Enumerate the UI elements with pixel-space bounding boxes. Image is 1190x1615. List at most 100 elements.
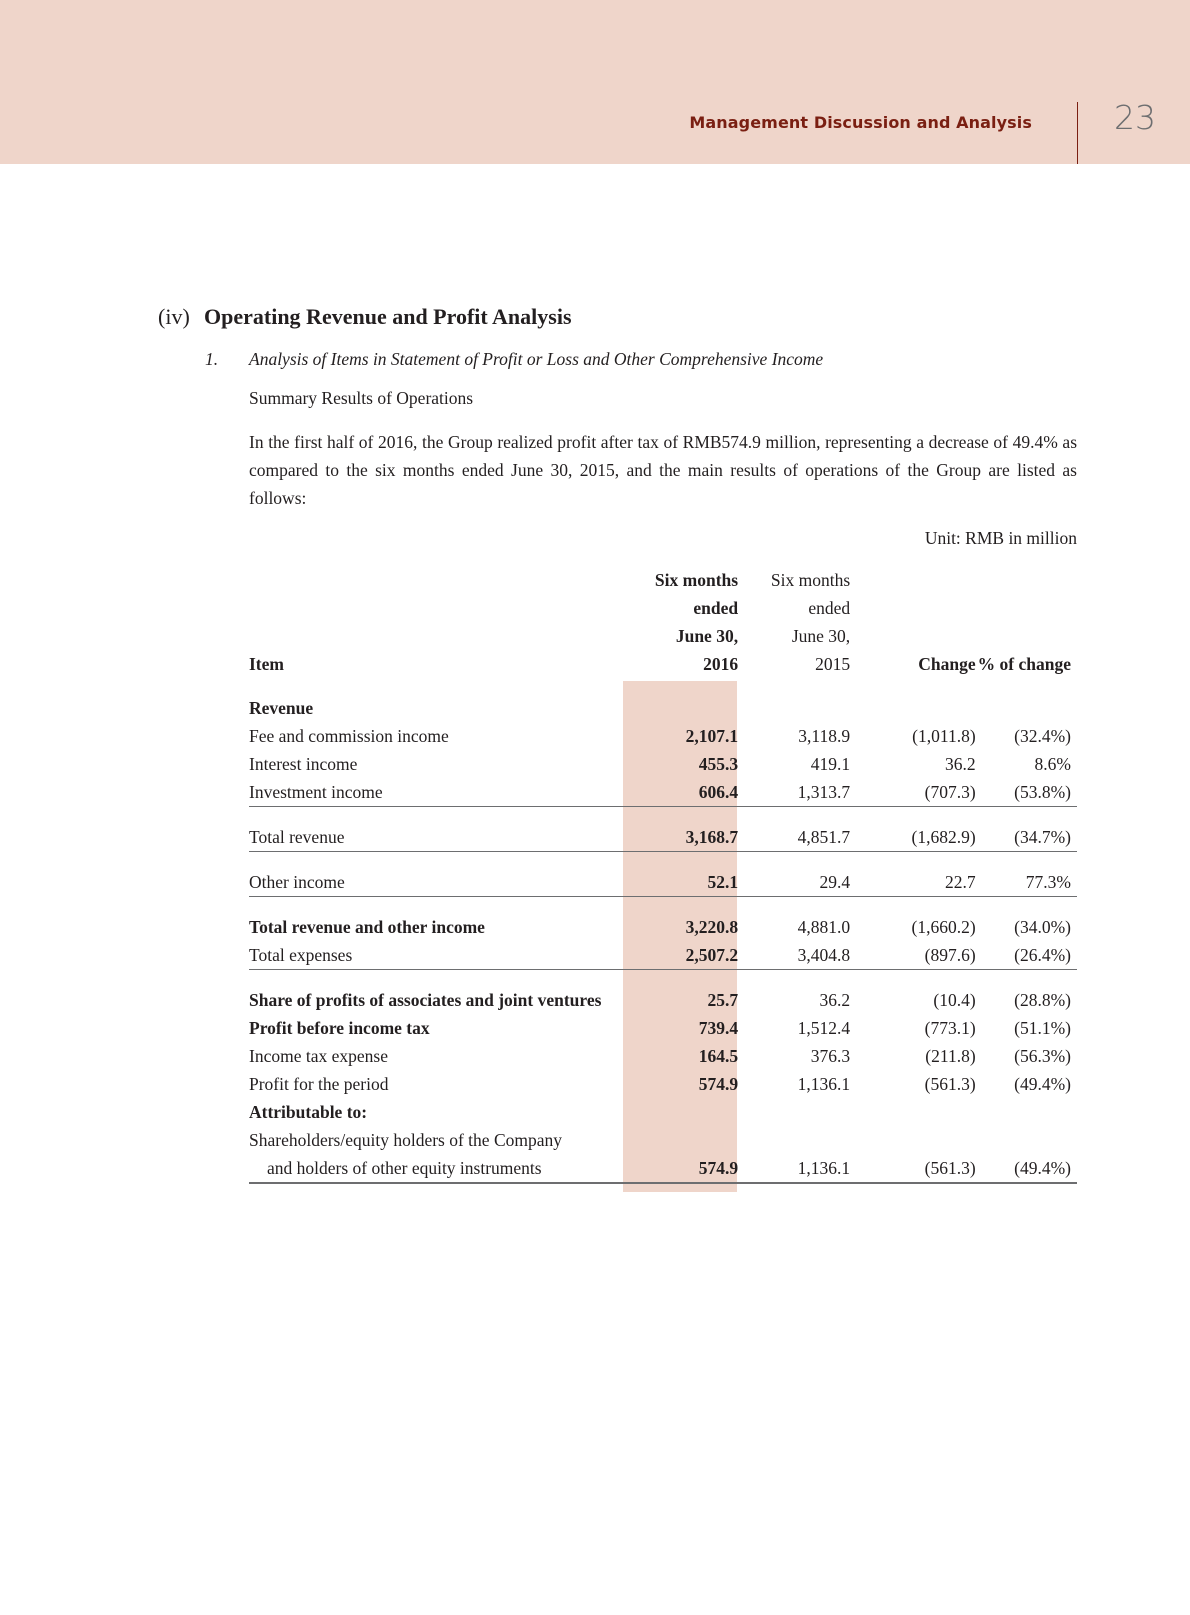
value-pct-change: (26.4%): [977, 941, 1077, 970]
value-change: [862, 1098, 978, 1126]
row-label: Income tax expense: [249, 1046, 388, 1066]
table-row: Income tax expense 164.5 376.3 (211.8) (56.3…: [249, 1042, 1077, 1070]
results-table: Six months Six months ended ended June 30,…: [249, 566, 1077, 1184]
value-pct-change: (51.1%): [1014, 1018, 1071, 1038]
row-label: and holders of other equity instruments: [249, 1154, 638, 1184]
table-row: and holders of other equity instruments 5…: [249, 1154, 1077, 1184]
header-item: Item: [249, 654, 284, 674]
section-heading: (iv) Operating Revenue and Profit Analysi…: [158, 304, 572, 330]
row-label: Investment income: [249, 778, 638, 807]
value-2015: 1,136.1: [750, 1154, 863, 1184]
value-change: (1,660.2): [911, 917, 976, 937]
value-2016: 574.9: [698, 1074, 739, 1094]
value-2015: 419.1: [810, 754, 851, 774]
value-pct-change: (32.4%): [1014, 726, 1071, 746]
value-2016: 455.3: [698, 754, 739, 774]
value-2015: 1,512.4: [797, 1018, 851, 1038]
table-row: Share of profits of associates and joint…: [249, 986, 1077, 1014]
value-2015: [750, 1126, 862, 1154]
value-pct-change: (49.4%): [1014, 1074, 1071, 1094]
value-2015: 3,404.8: [750, 941, 863, 970]
header-pct-change: % of change: [977, 654, 1071, 674]
page-number: 23: [1114, 98, 1156, 137]
value-2015: 3,118.9: [798, 726, 851, 746]
table-row: Revenue: [249, 694, 1077, 722]
value-pct-change: [978, 1098, 1077, 1126]
value-2015: 29.4: [750, 868, 863, 897]
value-2016: [638, 1098, 750, 1126]
summary-heading: Summary Results of Operations: [249, 388, 474, 408]
value-2016: 3,168.7: [637, 823, 751, 852]
value-2016: 574.9: [637, 1154, 751, 1184]
value-2016: 164.5: [698, 1046, 739, 1066]
value-2015: 1,136.1: [797, 1074, 851, 1094]
table-row: Attributable to:: [249, 1098, 1077, 1126]
value-pct-change: (49.4%): [977, 1154, 1077, 1184]
table-row: Total revenue and other income 3,220.8 4,8…: [249, 913, 1077, 941]
table-row: Interest income 455.3 419.1 36.2 8.6%: [249, 750, 1077, 778]
value-change: [862, 1126, 978, 1154]
value-2016: 739.4: [698, 1018, 739, 1038]
row-label: Share of profits of associates and joint…: [249, 990, 602, 1010]
value-pct-change: [978, 1126, 1077, 1154]
value-change: (561.3): [862, 1154, 978, 1184]
subsection-number: 1.: [205, 349, 219, 369]
table-row: Profit for the period 574.9 1,136.1 (561.3)…: [249, 1070, 1077, 1098]
header-divider: [1077, 102, 1078, 164]
value-change: (211.8): [925, 1046, 976, 1066]
row-label: Profit before income tax: [249, 1018, 430, 1038]
header-2016-line1: Six months: [654, 570, 739, 590]
subsection-title: Analysis of Items in Statement of Profit…: [249, 349, 824, 369]
table-row: Fee and commission income 2,107.1 3,118.9 (…: [249, 722, 1077, 750]
running-header-title: Management Discussion and Analysis: [689, 113, 1032, 132]
value-2016: 2,107.1: [685, 726, 739, 746]
value-change: (773.1): [924, 1018, 976, 1038]
highlight-column-2016: [623, 681, 737, 1192]
header-2015-line3: June 30,: [791, 626, 851, 646]
header-2016-line2: ended: [693, 598, 739, 618]
value-pct-change: (56.3%): [1014, 1046, 1071, 1066]
value-pct-change: 8.6%: [1034, 754, 1071, 774]
value-pct-change: (34.0%): [1014, 917, 1071, 937]
row-label: Total revenue: [249, 823, 638, 852]
header-2015-line2: ended: [808, 598, 851, 618]
row-label: Total revenue and other income: [249, 917, 485, 937]
table-row: Other income 52.1 29.4 22.7 77.3%: [249, 868, 1077, 897]
header-band: [0, 0, 1190, 164]
header-2015-line4: 2015: [815, 654, 851, 674]
value-2015: 376.3: [810, 1046, 851, 1066]
row-label: Shareholders/equity holders of the Compa…: [249, 1130, 562, 1150]
header-change: Change: [918, 654, 976, 674]
value-change: (1,011.8): [912, 726, 976, 746]
value-change: (10.4): [933, 990, 976, 1010]
value-pct-change: (34.7%): [977, 823, 1077, 852]
value-2016: 25.7: [707, 990, 739, 1010]
subsection-heading: 1. Analysis of Items in Statement of Prof…: [205, 349, 823, 370]
value-2015: 4,851.7: [750, 823, 863, 852]
row-label: Interest income: [249, 754, 358, 774]
value-change: (561.3): [924, 1074, 976, 1094]
value-pct-change: 77.3%: [977, 868, 1077, 897]
row-label: Fee and commission income: [249, 726, 449, 746]
table-row: Investment income 606.4 1,313.7 (707.3) (53.…: [249, 778, 1077, 807]
row-label: Revenue: [249, 698, 314, 718]
table-row: Profit before income tax 739.4 1,512.4 (773…: [249, 1014, 1077, 1042]
value-pct-change: [978, 694, 1077, 722]
value-2015: [750, 694, 862, 722]
section-title: Operating Revenue and Profit Analysis: [204, 304, 572, 329]
row-label: Total expenses: [249, 941, 638, 970]
header-2016-line4: 2016: [703, 654, 739, 674]
header-2015-line1: Six months: [770, 570, 851, 590]
table-row: Total expenses 2,507.2 3,404.8 (897.6) (26.4…: [249, 941, 1077, 970]
value-2016: [638, 694, 750, 722]
section-number: (iv): [158, 304, 190, 329]
value-2015: 1,313.7: [750, 778, 863, 807]
value-pct-change: (53.8%): [977, 778, 1077, 807]
value-2016: 52.1: [637, 868, 751, 897]
value-2016: 3,220.8: [685, 917, 739, 937]
row-label: Attributable to:: [249, 1102, 368, 1122]
value-2015: [750, 1098, 862, 1126]
table-row: Total revenue 3,168.7 4,851.7 (1,682.9) (34.…: [249, 823, 1077, 852]
value-change: (1,682.9): [862, 823, 978, 852]
value-change: (707.3): [862, 778, 978, 807]
